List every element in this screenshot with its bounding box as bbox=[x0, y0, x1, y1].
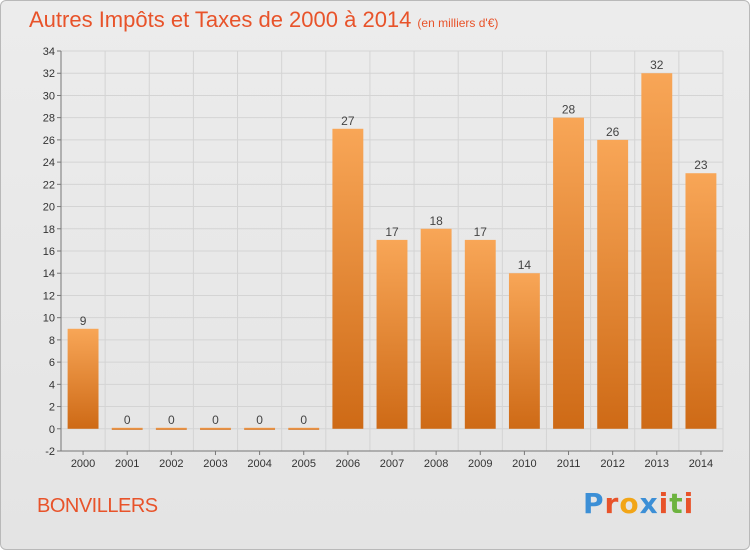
y-tick-label: 0 bbox=[49, 424, 55, 436]
logo-letter: o bbox=[619, 487, 640, 520]
data-label-2008: 18 bbox=[429, 214, 443, 228]
bar-2010 bbox=[508, 273, 540, 429]
x-tick-label: 2004 bbox=[247, 458, 271, 470]
bar-2013 bbox=[641, 73, 673, 429]
logo-letter: r bbox=[604, 487, 620, 520]
chart-subtitle: (en milliers d'€) bbox=[417, 16, 499, 30]
y-tick-label: 6 bbox=[49, 357, 55, 369]
x-tick-label: 2005 bbox=[291, 458, 315, 470]
bar-2011 bbox=[553, 117, 584, 429]
x-tick-label: 2007 bbox=[380, 458, 404, 470]
y-tick-label: 18 bbox=[43, 224, 55, 236]
y-tick-label: -2 bbox=[45, 446, 55, 458]
bar-2004 bbox=[244, 427, 276, 430]
x-tick-label: 2009 bbox=[468, 458, 492, 470]
bar-2000 bbox=[67, 328, 99, 429]
logo-letter: i bbox=[683, 487, 695, 520]
x-tick-label: 2000 bbox=[71, 458, 95, 470]
proxiti-logo: Proxiti bbox=[583, 487, 694, 520]
y-tick-label: 32 bbox=[43, 68, 55, 80]
y-tick-label: 26 bbox=[43, 135, 55, 147]
bar-2014 bbox=[685, 173, 717, 429]
data-label-2005: 0 bbox=[300, 413, 307, 427]
bar-2009 bbox=[464, 239, 496, 429]
logo-letter: P bbox=[583, 487, 605, 520]
bar-2007 bbox=[376, 239, 408, 429]
y-tick-label: 10 bbox=[43, 313, 55, 325]
chart-title: Autres Impôts et Taxes de 2000 à 2014 (en… bbox=[29, 7, 498, 33]
data-label-2001: 0 bbox=[124, 413, 131, 427]
x-tick-label: 2011 bbox=[557, 458, 581, 470]
data-label-2014: 23 bbox=[694, 158, 708, 172]
x-tick-label: 2010 bbox=[512, 458, 536, 470]
bars bbox=[67, 73, 717, 430]
data-label-2002: 0 bbox=[168, 413, 175, 427]
data-label-2010: 14 bbox=[518, 258, 532, 272]
bar-2001 bbox=[111, 427, 143, 430]
bar-2012 bbox=[597, 139, 629, 429]
x-tick-label: 2013 bbox=[645, 458, 669, 470]
y-tick-label: 22 bbox=[43, 179, 55, 191]
x-tick-label: 2002 bbox=[159, 458, 183, 470]
bar-2003 bbox=[200, 427, 231, 430]
x-tick-label: 2006 bbox=[336, 458, 360, 470]
x-tick-label: 2003 bbox=[203, 458, 227, 470]
bar-2005 bbox=[288, 427, 320, 430]
logo-letter: x bbox=[639, 487, 659, 520]
data-label-2012: 26 bbox=[606, 125, 620, 139]
data-label-2007: 17 bbox=[385, 225, 399, 239]
chart-title-text: Autres Impôts et Taxes de 2000 à 2014 bbox=[29, 7, 412, 32]
y-tick-label: 28 bbox=[43, 113, 55, 125]
logo-letter: i bbox=[658, 487, 670, 520]
data-label-2000: 9 bbox=[80, 314, 87, 328]
data-label-2011: 28 bbox=[562, 103, 576, 117]
y-tick-label: 34 bbox=[43, 46, 55, 58]
y-tick-label: 14 bbox=[43, 268, 55, 280]
x-tick-label: 2008 bbox=[424, 458, 448, 470]
y-tick-label: 2 bbox=[49, 402, 55, 414]
y-tick-label: 16 bbox=[43, 246, 55, 258]
x-tick-label: 2001 bbox=[115, 458, 139, 470]
y-tick-label: 30 bbox=[43, 90, 55, 102]
y-tick-label: 12 bbox=[43, 290, 55, 302]
data-label-2009: 17 bbox=[474, 225, 488, 239]
data-label-2006: 27 bbox=[341, 114, 355, 128]
y-tick-label: 8 bbox=[49, 335, 55, 347]
data-label-2013: 32 bbox=[650, 58, 664, 72]
bar-2002 bbox=[155, 427, 187, 430]
x-tick-label: 2012 bbox=[600, 458, 624, 470]
commune-name: BONVILLERS bbox=[37, 495, 158, 517]
logo-letter: t bbox=[669, 487, 684, 520]
y-tick-label: 20 bbox=[43, 202, 55, 214]
data-label-2004: 0 bbox=[256, 413, 263, 427]
y-tick-label: 4 bbox=[49, 379, 55, 391]
bar-2008 bbox=[420, 228, 452, 429]
x-tick-label: 2014 bbox=[689, 458, 713, 470]
data-labels: 9 0 0 0 0 0 27 17 18 17 14 28 26 32 23 bbox=[80, 58, 708, 427]
bar-2006 bbox=[332, 128, 364, 429]
y-tick-label: 24 bbox=[43, 157, 55, 169]
data-label-2003: 0 bbox=[212, 413, 219, 427]
